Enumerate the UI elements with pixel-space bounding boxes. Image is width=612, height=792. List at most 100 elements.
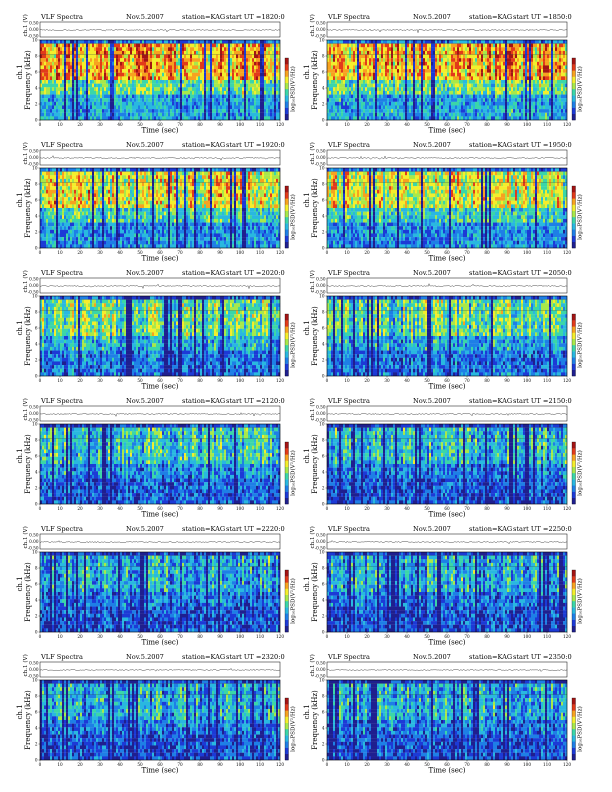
frequency-tick-label: 6 [322,70,325,75]
time-tick-label: 70 [177,250,183,255]
time-tick-label: 80 [197,634,203,639]
panel-title: VLF Spectra [40,653,83,661]
frequency-axis-label: Frequency (kHz) [24,562,32,622]
time-tick-label: 50 [137,634,143,639]
frequency-tick-label: 2 [322,614,325,619]
waveform-frame [326,277,568,294]
spectrogram-image [40,552,281,633]
frequency-tick-label: 10 [32,166,38,171]
voltage-tick-label: 0.00 [316,155,326,160]
time-tick-label: 120 [276,122,284,127]
time-tick-label: 0 [39,634,42,639]
time-tick-label: 90 [217,378,223,383]
time-tick-label: 50 [424,506,430,511]
waveform-frame [39,21,281,38]
frequency-tick-label: 0 [322,630,325,635]
panel-station: station=KAG [182,397,225,405]
frequency-tick-label: 2 [322,742,325,747]
time-tick-label: 110 [256,122,264,127]
voltage-tick-label: -0.50 [315,417,326,422]
time-tick-label: 110 [543,634,551,639]
time-tick-label: 80 [484,634,490,639]
frequency-tick-label: 10 [319,422,325,427]
voltage-tick-label: 0.00 [316,539,326,544]
waveform-trace [326,28,568,34]
time-tick-label: 30 [97,378,103,383]
panel-station: station=KAG [469,397,512,405]
panel-station: station=KAG [469,653,512,661]
frequency-tick-label: 4 [35,598,38,603]
colorbar-label: log₁₀PSD(V²/Hz) [290,450,297,496]
voltage-tick-label: -0.50 [315,545,326,550]
time-tick-label: 20 [364,250,370,255]
frequency-tick-label: 10 [32,294,38,299]
time-tick-label: 0 [39,506,42,511]
time-tick-label: 60 [444,506,450,511]
voltage-axis-label: ch.1 (V) [22,654,29,676]
frequency-axis-label: Frequency (kHz) [24,690,32,750]
spectrogram-image [40,296,281,377]
frequency-axis-label: Frequency (kHz) [311,306,319,366]
voltage-tick-label: 0.00 [29,283,39,288]
panel-date: Nov.5.2007 [126,141,164,149]
colorbar-label: log₁₀PSD(V²/Hz) [290,66,297,112]
spectrogram-image [327,40,568,121]
channel-label: ch.1 [16,320,24,335]
panel-start-ut: start UT =1950:0 [513,141,572,149]
time-tick-label: 100 [236,634,244,639]
time-tick-label: 0 [39,122,42,127]
time-tick-label: 70 [464,762,470,767]
time-tick-label: 120 [563,762,571,767]
colorbar-label: log₁₀PSD(V²/Hz) [577,578,584,624]
time-tick-label: 40 [117,250,123,255]
frequency-tick-label: 4 [322,342,325,347]
waveform-trace [326,283,568,287]
time-tick-label: 40 [404,250,410,255]
frequency-tick-label: 0 [35,758,38,763]
time-tick-label: 80 [197,250,203,255]
frequency-tick-label: 8 [322,694,325,699]
time-tick-label: 120 [276,506,284,511]
panel-start-ut: start UT =2020:0 [226,269,285,277]
time-tick-label: 70 [464,506,470,511]
frequency-tick-label: 6 [322,326,325,331]
panel-date: Nov.5.2007 [126,13,164,21]
voltage-tick-label: -0.50 [315,33,326,38]
time-tick-label: 50 [137,506,143,511]
voltage-axis-label: ch.1 (V) [22,526,29,548]
frequency-tick-label: 4 [35,86,38,91]
colorbar: log₁₀PSD(V²/Hz) [284,569,297,633]
panel-start-ut: start UT =2120:0 [226,397,285,405]
panel-date: Nov.5.2007 [126,653,164,661]
waveform-frame [326,533,568,550]
time-tick-label: 10 [344,506,350,511]
frequency-tick-label: 2 [35,614,38,619]
time-tick-label: 10 [344,762,350,767]
time-axis-label: Time (sec) [428,127,465,135]
frequency-tick-label: 6 [35,198,38,203]
time-tick-label: 40 [117,506,123,511]
frequency-tick-label: 6 [35,710,38,715]
voltage-tick-label: 0.00 [316,27,326,32]
time-tick-label: 80 [484,506,490,511]
time-tick-label: 90 [504,762,510,767]
time-tick-label: 30 [384,378,390,383]
frequency-tick-label: 6 [35,454,38,459]
channel-label: ch.1 [16,192,24,207]
colorbar-label: log₁₀PSD(V²/Hz) [577,322,584,368]
time-tick-label: 40 [404,634,410,639]
time-tick-label: 60 [444,762,450,767]
voltage-tick-label: 0.00 [29,155,39,160]
colorbar: log₁₀PSD(V²/Hz) [571,57,584,121]
channel-label: ch.1 [16,64,24,79]
panel-date: Nov.5.2007 [413,653,451,661]
time-axis-label: Time (sec) [141,639,178,647]
time-tick-label: 80 [484,122,490,127]
time-axis-label: Time (sec) [428,639,465,647]
time-tick-label: 40 [404,378,410,383]
time-tick-label: 90 [504,378,510,383]
voltage-axis-label: ch.1 (V) [309,526,316,548]
frequency-tick-label: 0 [322,374,325,379]
panel-start-ut: start UT =2350:0 [513,653,572,661]
time-tick-label: 90 [217,762,223,767]
